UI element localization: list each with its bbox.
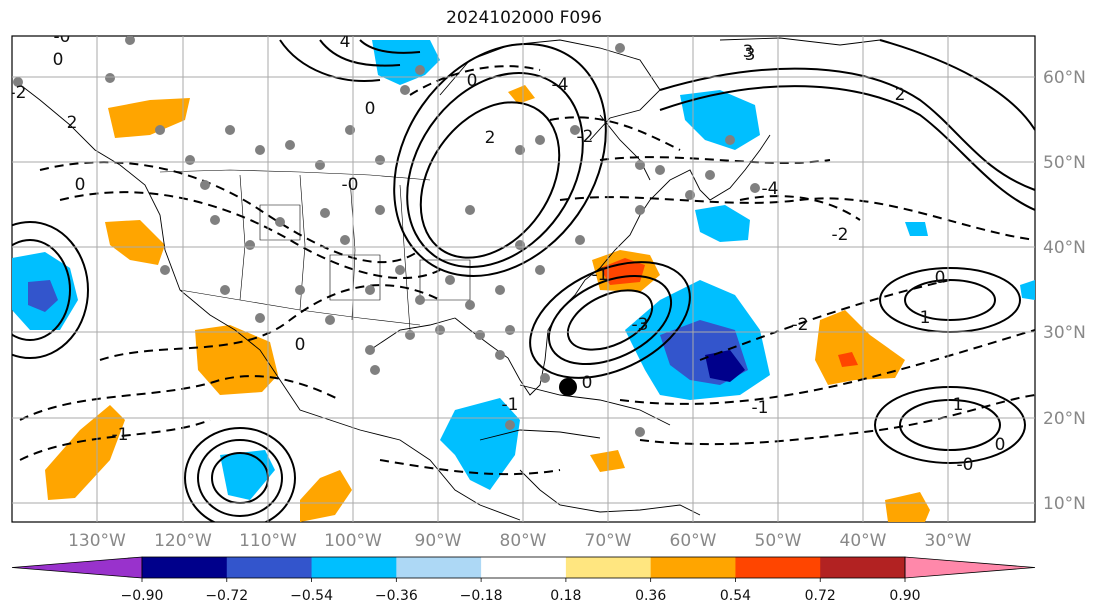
colorbar-segment — [396, 557, 482, 578]
storm-center-dot — [559, 378, 577, 396]
longitude-label: 80°W — [500, 531, 547, 551]
colorbar-tick-label: −0.72 — [205, 588, 248, 604]
colorbar-tick-label: 0.18 — [550, 588, 581, 604]
contour-label: -2 — [792, 315, 809, 335]
colorbar-tick-label: 0.90 — [889, 588, 920, 604]
solid-contours — [12, 39, 1035, 522]
contour-label: -2 — [832, 225, 849, 245]
colorbar-segment — [565, 557, 652, 578]
coastlines — [13, 37, 881, 521]
longitude-label: 110°W — [239, 531, 297, 551]
latitude-labels: 60°N 50°N 40°N 30°N 20°N 10°N — [1043, 68, 1086, 514]
contour-label: 0 — [75, 175, 86, 195]
contour-label: -1 — [502, 395, 519, 415]
colorbar-segment — [226, 557, 313, 578]
map-title: 2024102000 F096 — [446, 8, 602, 28]
contour-label: 4 — [340, 32, 351, 52]
contour-label: -4 — [552, 75, 569, 95]
longitude-labels: 130°W 120°W 110°W 100°W 90°W 80°W 70°W 60°W 50°W… — [68, 531, 972, 551]
colorbar-tick-label: −0.36 — [375, 588, 418, 604]
latitude-label: 50°N — [1043, 153, 1086, 173]
longitude-label: 70°W — [585, 531, 632, 551]
contour-labels: -004 3-220 -402 -20 -0 -4-3-101-00-1-13-1 010-… — [10, 27, 1006, 475]
contour-label: 1 — [953, 395, 964, 415]
longitude-label: 40°W — [840, 531, 887, 551]
colorbar-tick-label: −0.18 — [460, 588, 503, 604]
colorbar-segment — [650, 557, 736, 578]
longitude-label: 100°W — [324, 531, 382, 551]
latitude-label: 30°N — [1043, 323, 1086, 343]
contour-label: 2 — [67, 113, 78, 133]
contour-label: 0 — [53, 50, 64, 70]
latitude-label: 60°N — [1043, 68, 1086, 88]
contour-label: 2 — [895, 85, 906, 105]
contour-label: -2 — [577, 127, 594, 147]
latitude-label: 20°N — [1043, 409, 1086, 429]
colorbar-segment — [311, 557, 397, 578]
negative-anomaly-shading — [12, 40, 1035, 500]
longitude-label: 50°W — [755, 531, 802, 551]
colorbar-segment — [820, 557, 906, 578]
contour-label: -4 — [762, 179, 779, 199]
contour-label: -2 — [10, 83, 27, 103]
longitude-label: 90°W — [415, 531, 462, 551]
contour-label: -1 — [752, 398, 769, 418]
contour-label: 0 — [995, 435, 1006, 455]
contour-label: -0 — [342, 175, 359, 195]
colorbar-segment — [142, 557, 228, 578]
positive-anomaly-shading — [45, 85, 930, 522]
colorbar-tick-label: 0.54 — [720, 588, 751, 604]
contour-label: -0 — [957, 455, 974, 475]
contour-label: 2 — [485, 128, 496, 148]
colorbar-tick-label: −0.54 — [290, 588, 333, 604]
longitude-label: 60°W — [670, 531, 717, 551]
contour-label: 3 — [745, 45, 756, 65]
colorbar-tick-label: 0.36 — [635, 588, 666, 604]
latitude-label: 40°N — [1043, 238, 1086, 258]
contour-label: 0 — [582, 373, 593, 393]
contour-label: -1 — [592, 265, 609, 285]
contour-label: 3 — [743, 42, 754, 62]
contour-label: 0 — [365, 99, 376, 119]
colorbar-tick-label: 0.72 — [805, 588, 836, 604]
graticule — [12, 36, 1035, 522]
contour-label: 1 — [920, 308, 931, 328]
contour-label: -3 — [632, 315, 649, 335]
colorbar-extend-min — [11, 556, 143, 579]
longitude-label: 130°W — [68, 531, 126, 551]
contour-label: -0 — [54, 27, 71, 47]
colorbar-segment — [481, 557, 567, 578]
dashed-contours — [19, 65, 1035, 476]
contour-label: 0 — [935, 268, 946, 288]
colorbar — [11, 556, 1036, 579]
longitude-label: 30°W — [925, 531, 972, 551]
colorbar-tick-labels: −0.90 −0.72 −0.54 −0.36 −0.18 0.18 0.36 0.54 0.7… — [121, 578, 921, 604]
contour-label: 0 — [467, 71, 478, 91]
latitude-label: 10°N — [1043, 494, 1086, 514]
contour-label: -1 — [112, 425, 129, 445]
colorbar-extend-max — [904, 556, 1036, 579]
colorbar-tick-label: −0.90 — [121, 588, 164, 604]
longitude-label: 120°W — [154, 531, 212, 551]
contour-label: 0 — [295, 335, 306, 355]
colorbar-segment — [735, 557, 821, 578]
